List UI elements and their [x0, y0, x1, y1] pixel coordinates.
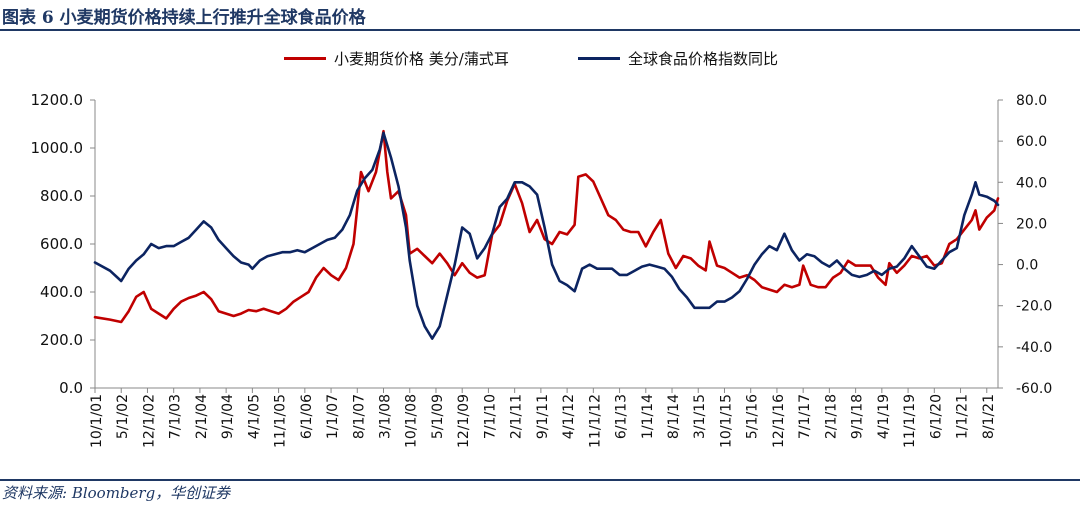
x-tick-label: 1/1/07	[325, 394, 341, 439]
left-y-tick-label: 800.0	[40, 187, 83, 205]
x-tick-label: 1/1/14	[640, 394, 656, 439]
title-bar: 图表 6 小麦期货价格持续上行推升全球食品价格	[0, 0, 1080, 31]
left-y-tick-label: 0.0	[59, 379, 83, 397]
x-tick-label: 3/1/08	[378, 394, 394, 439]
x-tick-label: 8/1/14	[666, 394, 682, 439]
x-tick-label: 5/1/09	[430, 394, 446, 439]
source-note: 资料来源: Bloomberg，华创证券	[2, 484, 231, 502]
x-tick-label: 11/1/05	[273, 394, 289, 448]
x-tick-label: 4/1/19	[876, 394, 892, 439]
x-tick-label: 4/1/12	[561, 394, 577, 439]
x-tick-label: 9/1/18	[850, 394, 866, 439]
x-tick-label: 7/1/17	[797, 394, 813, 439]
x-tick-label: 6/1/06	[299, 394, 315, 439]
x-tick-label: 10/1/15	[718, 394, 734, 448]
left-y-tick-label: 400.0	[40, 283, 83, 301]
right-y-tick-label: 60.0	[1016, 134, 1047, 150]
right-y-tick-label: -20.0	[1016, 299, 1052, 315]
x-tick-label: 12/1/09	[456, 394, 472, 448]
x-tick-label: 1/1/21	[955, 394, 971, 439]
footer-divider	[0, 479, 1080, 481]
right-y-tick-label: -60.0	[1016, 381, 1052, 397]
left-y-tick-label: 1200.0	[31, 91, 84, 109]
right-y-tick-label: 40.0	[1016, 175, 1047, 191]
food-index-yoy-line	[93, 131, 1000, 340]
x-tick-label: 4/1/05	[246, 394, 262, 439]
x-tick-label: 7/1/03	[168, 394, 184, 439]
x-tick-label: 10/1/08	[404, 394, 420, 448]
legend-label-food-index: 全球食品价格指数同比	[628, 50, 779, 68]
legend-swatch-wheat	[284, 57, 326, 60]
x-tick-label: 9/1/04	[220, 394, 236, 439]
x-tick-label: 7/1/10	[482, 394, 498, 439]
title-divider	[0, 29, 1080, 31]
right-y-tick-label: -40.0	[1016, 340, 1052, 356]
x-tick-label: 2/1/18	[823, 394, 839, 439]
chart-title: 图表 6 小麦期货价格持续上行推升全球食品价格	[2, 8, 366, 28]
x-tick-label: 5/1/02	[115, 394, 131, 439]
left-y-tick-label: 600.0	[40, 235, 83, 253]
right-y-tick-label: 80.0	[1016, 93, 1047, 109]
x-tick-label: 6/1/20	[928, 394, 944, 439]
x-tick-label: 12/1/16	[771, 394, 787, 448]
left-y-tick-label: 200.0	[40, 331, 83, 349]
left-y-tick-label: 1000.0	[31, 139, 84, 157]
x-tick-label: 11/1/19	[902, 394, 918, 448]
legend-swatch-food-index	[578, 57, 620, 60]
legend-label-wheat: 小麦期货价格 美分/蒲式耳	[334, 50, 509, 68]
x-tick-label: 2/1/11	[509, 394, 525, 439]
x-tick-label: 6/1/13	[614, 394, 630, 439]
x-tick-label: 12/1/02	[141, 394, 157, 448]
chart-legend: 小麦期货价格 美分/蒲式耳 全球食品价格指数同比	[0, 46, 1080, 70]
x-tick-label: 2/1/04	[194, 394, 210, 439]
right-y-tick-label: 20.0	[1016, 216, 1047, 232]
x-tick-label: 8/1/07	[351, 394, 367, 439]
x-tick-label: 10/1/01	[89, 394, 105, 448]
x-tick-label: 3/1/15	[692, 394, 708, 439]
wheat-price-line	[93, 129, 1000, 324]
x-tick-label: 8/1/21	[981, 394, 997, 439]
x-tick-label: 5/1/16	[745, 394, 761, 439]
x-tick-label: 9/1/11	[535, 394, 551, 439]
right-y-tick-label: 0.0	[1016, 258, 1038, 274]
x-tick-label: 11/1/12	[587, 394, 603, 448]
